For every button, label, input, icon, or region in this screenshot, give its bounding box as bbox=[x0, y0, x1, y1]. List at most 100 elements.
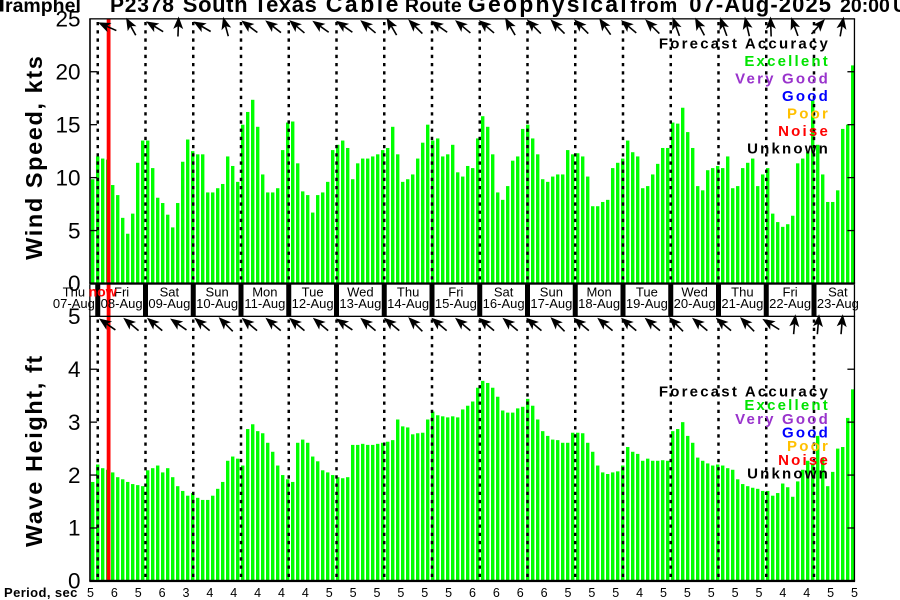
svg-text:4: 4 bbox=[302, 586, 309, 600]
svg-text:Forecast Accuracy: Forecast Accuracy bbox=[659, 36, 830, 53]
svg-text:5: 5 bbox=[851, 586, 858, 600]
svg-text:Very Good: Very Good bbox=[735, 411, 830, 428]
svg-text:5: 5 bbox=[135, 586, 142, 600]
svg-text:4: 4 bbox=[230, 586, 237, 600]
svg-text:Good: Good bbox=[782, 424, 830, 441]
svg-text:4: 4 bbox=[779, 586, 786, 600]
svg-text:Poor: Poor bbox=[787, 438, 830, 455]
svg-text:5: 5 bbox=[708, 586, 715, 600]
svg-text:4: 4 bbox=[803, 586, 810, 600]
svg-text:Thu: Thu bbox=[63, 285, 85, 300]
svg-text:5: 5 bbox=[87, 586, 94, 600]
svg-text:Wave Height, ft: Wave Height, ft bbox=[21, 354, 47, 547]
svg-text:5: 5 bbox=[374, 586, 381, 600]
svg-text:5: 5 bbox=[732, 586, 739, 600]
svg-text:Thu: Thu bbox=[731, 285, 753, 300]
svg-text:Sat: Sat bbox=[828, 285, 848, 300]
svg-text:Excellent: Excellent bbox=[744, 397, 830, 414]
svg-text:09-Aug: 09-Aug bbox=[148, 296, 190, 311]
svg-text:20:00: 20:00 bbox=[840, 0, 890, 17]
svg-text:6: 6 bbox=[111, 586, 118, 600]
svg-text:5: 5 bbox=[588, 586, 595, 600]
svg-text:19-Aug: 19-Aug bbox=[626, 296, 668, 311]
svg-text:0: 0 bbox=[68, 271, 81, 296]
svg-text:Noise: Noise bbox=[778, 452, 830, 469]
svg-text:5: 5 bbox=[397, 586, 404, 600]
svg-text:Forecast Accuracy: Forecast Accuracy bbox=[659, 384, 830, 401]
svg-text:25: 25 bbox=[55, 7, 80, 32]
svg-text:0: 0 bbox=[68, 569, 81, 594]
svg-text:Mon: Mon bbox=[586, 285, 611, 300]
svg-text:07-Aug-2025: 07-Aug-2025 bbox=[689, 0, 832, 17]
svg-text:21-Aug: 21-Aug bbox=[721, 296, 763, 311]
svg-text:ramphel: ramphel bbox=[5, 0, 81, 17]
svg-text:3: 3 bbox=[183, 586, 190, 600]
svg-text:5: 5 bbox=[445, 586, 452, 600]
svg-text:Sun: Sun bbox=[206, 285, 229, 300]
svg-text:4: 4 bbox=[278, 586, 285, 600]
svg-text:5: 5 bbox=[612, 586, 619, 600]
svg-text:Unknown: Unknown bbox=[747, 465, 830, 482]
svg-text:U: U bbox=[893, 0, 900, 17]
svg-text:6: 6 bbox=[159, 586, 166, 600]
svg-text:15-Aug: 15-Aug bbox=[435, 296, 477, 311]
svg-text:Fri: Fri bbox=[448, 285, 463, 300]
svg-text:Wed: Wed bbox=[347, 285, 374, 300]
svg-text:Poor: Poor bbox=[787, 106, 830, 123]
svg-text:Tue: Tue bbox=[636, 285, 658, 300]
svg-text:20-Aug: 20-Aug bbox=[674, 296, 716, 311]
svg-text:07-Aug: 07-Aug bbox=[53, 296, 95, 311]
svg-text:5: 5 bbox=[684, 586, 691, 600]
svg-text:Very Good: Very Good bbox=[735, 71, 830, 88]
svg-text:4: 4 bbox=[254, 586, 261, 600]
svg-text:from: from bbox=[630, 0, 678, 17]
svg-text:Good: Good bbox=[782, 88, 830, 105]
svg-text:12-Aug: 12-Aug bbox=[292, 296, 334, 311]
svg-text:08-Aug: 08-Aug bbox=[101, 296, 143, 311]
svg-text:Geophysical: Geophysical bbox=[468, 0, 629, 17]
svg-text:6: 6 bbox=[517, 586, 524, 600]
svg-text:5: 5 bbox=[756, 586, 763, 600]
svg-text:5: 5 bbox=[68, 304, 81, 329]
svg-text:Noise: Noise bbox=[778, 123, 830, 140]
svg-text:11-Aug: 11-Aug bbox=[244, 296, 285, 311]
svg-text:P2378: P2378 bbox=[110, 0, 175, 17]
svg-text:Thu: Thu bbox=[397, 285, 419, 300]
svg-text:13-Aug: 13-Aug bbox=[339, 296, 381, 311]
svg-text:Wind Speed, kts: Wind Speed, kts bbox=[21, 55, 47, 260]
svg-text:18-Aug: 18-Aug bbox=[578, 296, 620, 311]
svg-text:Sat: Sat bbox=[160, 285, 180, 300]
svg-text:Tue: Tue bbox=[302, 285, 324, 300]
svg-text:5: 5 bbox=[326, 586, 333, 600]
svg-text:22-Aug: 22-Aug bbox=[769, 296, 811, 311]
svg-text:Wed: Wed bbox=[681, 285, 708, 300]
svg-text:Cable: Cable bbox=[326, 0, 401, 17]
svg-text:5: 5 bbox=[350, 586, 357, 600]
svg-text:Sat: Sat bbox=[494, 285, 514, 300]
svg-text:Period, sec: Period, sec bbox=[4, 585, 78, 600]
svg-text:4: 4 bbox=[206, 586, 213, 600]
svg-text:4: 4 bbox=[636, 586, 643, 600]
svg-text:10-Aug: 10-Aug bbox=[196, 296, 238, 311]
svg-text:10: 10 bbox=[55, 165, 80, 190]
svg-text:15: 15 bbox=[55, 112, 80, 137]
svg-text:14-Aug: 14-Aug bbox=[387, 296, 429, 311]
svg-text:Route: Route bbox=[405, 0, 462, 17]
svg-text:1: 1 bbox=[68, 516, 81, 541]
svg-text:6: 6 bbox=[493, 586, 500, 600]
svg-text:3: 3 bbox=[68, 410, 81, 435]
svg-text:5: 5 bbox=[68, 218, 81, 243]
svg-text:6: 6 bbox=[541, 586, 548, 600]
svg-text:5: 5 bbox=[827, 586, 834, 600]
svg-text:5: 5 bbox=[660, 586, 667, 600]
svg-text:6: 6 bbox=[469, 586, 476, 600]
svg-text:Sun: Sun bbox=[540, 285, 563, 300]
svg-text:Unknown: Unknown bbox=[747, 141, 830, 158]
svg-text:17-Aug: 17-Aug bbox=[530, 296, 572, 311]
svg-text:5: 5 bbox=[421, 586, 428, 600]
svg-text:Texas: Texas bbox=[254, 0, 318, 17]
svg-text:4: 4 bbox=[68, 357, 81, 382]
svg-text:5: 5 bbox=[565, 586, 572, 600]
svg-text:2: 2 bbox=[68, 463, 81, 488]
svg-text:20: 20 bbox=[55, 59, 80, 84]
